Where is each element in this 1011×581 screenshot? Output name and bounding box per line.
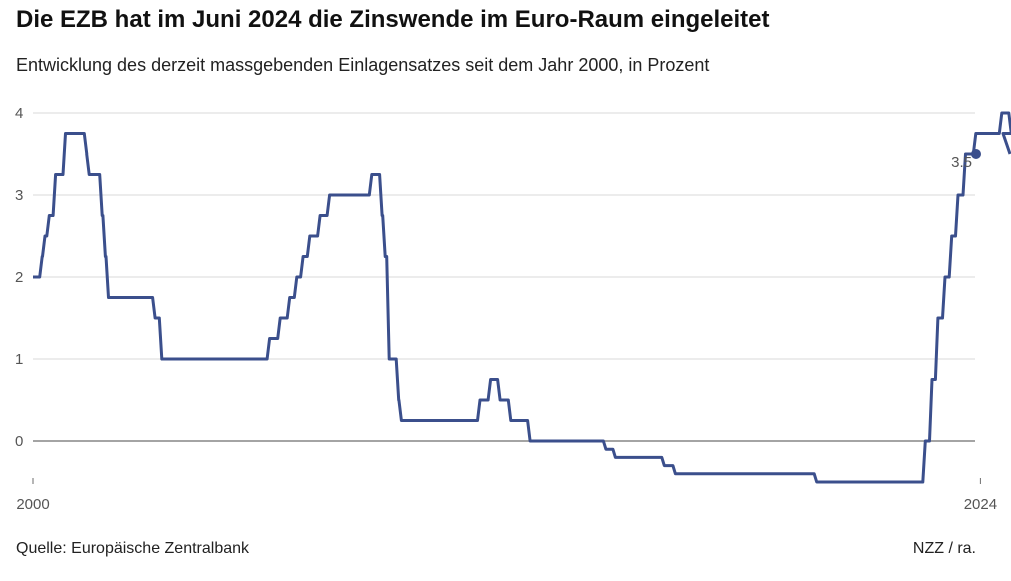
y-tick-label: 2 — [15, 269, 23, 286]
x-axis: 2000 2024 — [16, 478, 997, 513]
source-note: Quelle: Europäische Zentralbank — [16, 540, 250, 557]
credit-note: NZZ / ra. — [912, 540, 976, 557]
y-axis-labels: 0 1 2 3 4 — [15, 105, 23, 450]
grid-lines — [33, 112, 975, 442]
y-tick-label: 0 — [15, 433, 23, 450]
y-tick-label: 3 — [15, 187, 23, 204]
y-tick-label: 1 — [15, 351, 23, 368]
x-tick-label: 2024 — [964, 496, 997, 513]
end-value-label: 3.5 — [951, 154, 972, 171]
y-tick-label: 4 — [15, 105, 23, 122]
chart-subtitle: Entwicklung des derzeit massgebenden Ein… — [16, 55, 710, 75]
end-point-marker — [971, 149, 981, 159]
series-line-deposit-rate — [33, 111, 1011, 484]
chart-title: Die EZB hat im Juni 2024 die Zinswende i… — [16, 6, 770, 33]
x-tick-label: 2000 — [16, 496, 49, 513]
